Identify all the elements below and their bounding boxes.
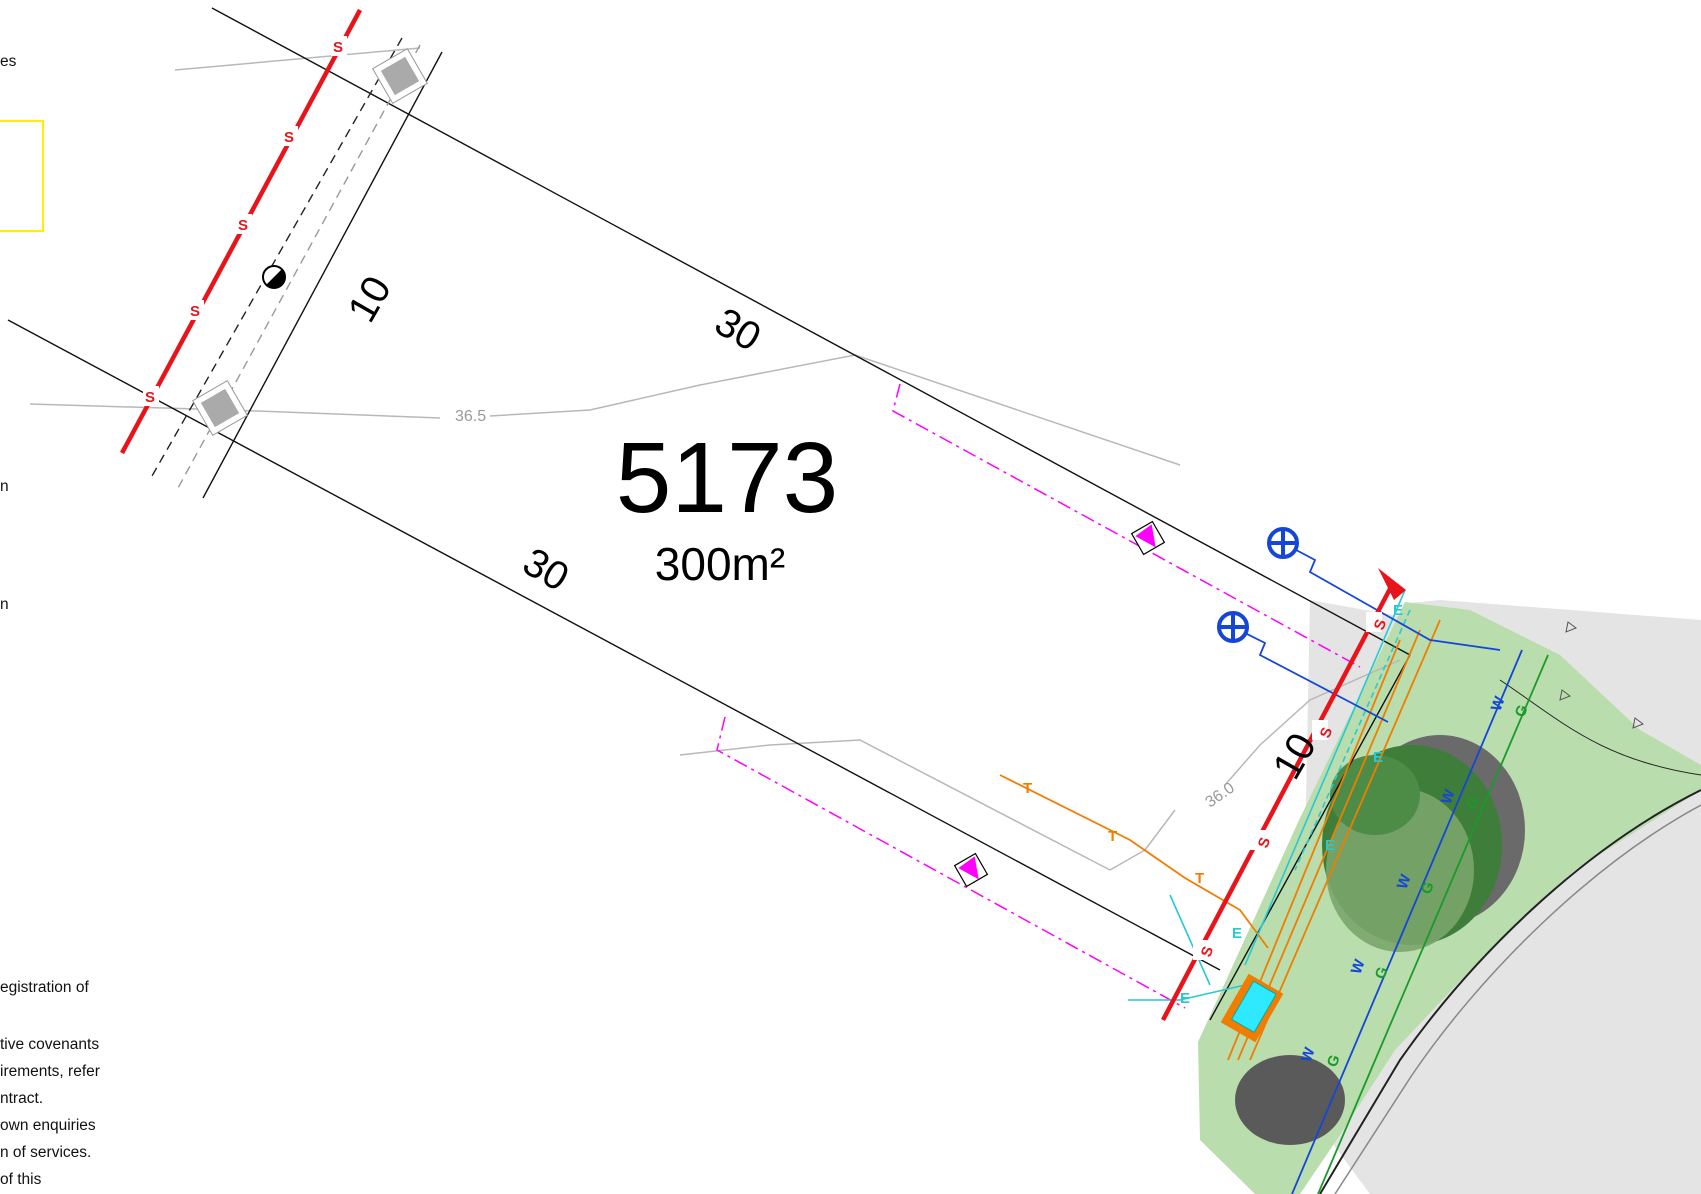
electric-labels: E E E E E (1180, 602, 1403, 1007)
water-labels: W W W W W (1298, 693, 1509, 1064)
note-line: n (0, 596, 9, 613)
svg-text:S: S (284, 129, 294, 146)
note-line: egistration of (0, 979, 89, 996)
dimension-bottom: 30 (516, 540, 577, 600)
gas-labels: G G G G G (1324, 703, 1532, 1070)
lot-number: 5173 (616, 422, 838, 534)
easement-marker-icon (1130, 520, 1166, 556)
svg-text:E: E (1393, 602, 1403, 619)
note-line: tive covenants (0, 1036, 100, 1053)
water-meter-icon (1267, 527, 1299, 559)
note-line: own enquiries (0, 1117, 96, 1134)
tree-canopy-icon (1235, 1055, 1345, 1145)
note-line: of this (0, 1171, 42, 1188)
svg-text:E: E (1232, 925, 1242, 942)
drainage-pit-icon (191, 379, 249, 437)
svg-text:E: E (1180, 990, 1190, 1007)
svg-text:G: G (1324, 1053, 1344, 1070)
note-line: n (0, 478, 9, 495)
svg-text:S: S (145, 389, 155, 406)
note-line: es (0, 53, 17, 70)
sewer-labels-rear: S S S S S (143, 36, 347, 406)
gas-line (1317, 654, 1549, 1194)
electric-line (1128, 589, 1411, 1001)
dimension-top: 30 (708, 300, 769, 360)
rear-easement-lines (151, 37, 421, 489)
svg-text:T: T (1023, 780, 1032, 797)
tree-canopy-icon (1322, 735, 1525, 952)
survey-mark-icon (262, 265, 286, 289)
easement-line (716, 383, 1361, 1009)
callout-box (0, 120, 44, 232)
svg-text:T: T (1108, 828, 1117, 845)
svg-text:G: G (1418, 880, 1438, 897)
note-line: n of services. (0, 1144, 92, 1161)
svg-text:W: W (1298, 1044, 1319, 1064)
svg-text:T: T (1195, 870, 1204, 887)
svg-text:E: E (1325, 837, 1335, 854)
svg-text:W: W (1488, 693, 1509, 713)
svg-text:G: G (1372, 965, 1392, 982)
svg-text:G: G (1463, 795, 1483, 812)
drainage-pit-icon (371, 47, 429, 105)
svg-text:W: W (1438, 786, 1459, 806)
svg-text:W: W (1348, 956, 1369, 976)
svg-text:S: S (238, 217, 248, 234)
electric-pillar-icon (1220, 973, 1284, 1043)
note-line: ntract. (0, 1090, 44, 1107)
kerb-line (1319, 789, 1701, 1194)
svg-text:S: S (333, 39, 343, 56)
easement-marker-icon (953, 852, 989, 888)
water-line (1232, 542, 1523, 1194)
note-line: irements, refer (0, 1063, 100, 1080)
svg-text:E: E (1373, 749, 1383, 766)
telecom-labels: T T T (1023, 780, 1204, 887)
road-markings (1559, 621, 1645, 729)
contour-label-36-0: 36.0 (1203, 779, 1238, 811)
contour-label-36-5: 36.5 (455, 408, 486, 425)
dimension-rear: 10 (340, 269, 400, 330)
svg-text:W: W (1394, 871, 1415, 891)
water-meter-icon (1217, 611, 1249, 643)
lot-area: 300m² (655, 538, 785, 590)
sewer-arrow-icon (1378, 568, 1406, 600)
svg-text:S: S (190, 303, 200, 320)
svg-text:G: G (1512, 703, 1532, 720)
